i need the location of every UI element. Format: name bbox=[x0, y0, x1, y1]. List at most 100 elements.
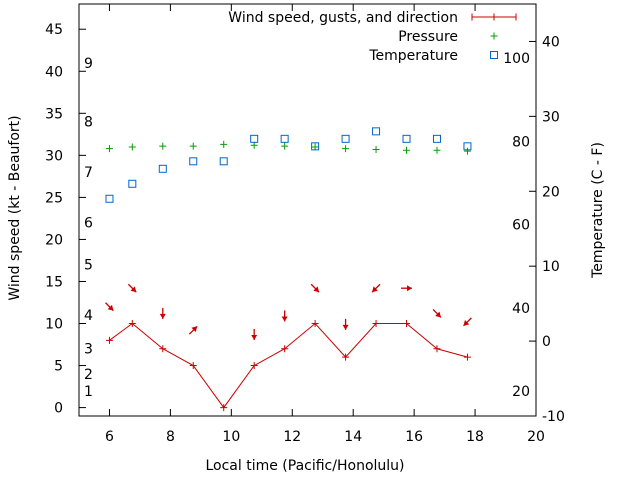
wind-point bbox=[372, 320, 380, 328]
legend-marker-temperature bbox=[490, 51, 498, 59]
wind-point bbox=[128, 320, 136, 328]
temperature-point bbox=[463, 142, 472, 151]
fahrenheit-label: 80 bbox=[512, 134, 530, 150]
x-tick-label: 20 bbox=[527, 429, 545, 445]
fahrenheit-label: 40 bbox=[512, 301, 530, 317]
y-tick-label-left: 0 bbox=[54, 401, 63, 417]
wind-direction-arrowhead bbox=[407, 285, 413, 292]
legend: Wind speed, gusts, and direction Pressure… bbox=[228, 10, 517, 64]
pressure-point bbox=[311, 143, 319, 151]
wind-direction-arrowhead bbox=[159, 313, 166, 319]
wind-direction-arrowhead bbox=[463, 320, 470, 326]
wind-direction-arrowhead bbox=[281, 316, 288, 322]
y-axis-label-left: Wind speed (kt - Beaufort) bbox=[7, 115, 23, 300]
temperature-point bbox=[250, 134, 259, 143]
wind-direction-arrowhead bbox=[313, 286, 320, 293]
fahrenheit-label: 100 bbox=[503, 51, 530, 67]
y-tick-label-right: -10 bbox=[542, 409, 565, 425]
axis-ticks: 6 8 10 12 14 16 18 2005101520253035404512345678… bbox=[45, 4, 565, 445]
x-axis-label: Local time (Pacific/Honolulu) bbox=[205, 458, 404, 474]
temperature-point bbox=[432, 134, 441, 143]
pressure-point bbox=[159, 142, 167, 150]
y-tick-label-right: 30 bbox=[542, 109, 560, 125]
pressure-point bbox=[128, 143, 136, 151]
y-tick-label-left: 30 bbox=[45, 148, 63, 164]
x-tick-label: 10 bbox=[222, 429, 240, 445]
x-tick-label: 8 bbox=[166, 429, 175, 445]
temperature-point bbox=[402, 134, 411, 143]
wind-point bbox=[189, 362, 197, 370]
temperature-point bbox=[189, 157, 198, 166]
temperature-point bbox=[311, 142, 320, 151]
temperature-point bbox=[128, 179, 137, 188]
legend-label: Pressure bbox=[398, 29, 458, 45]
x-tick-label: 6 bbox=[105, 429, 114, 445]
wind-point bbox=[403, 320, 411, 328]
beaufort-label: 7 bbox=[84, 165, 93, 181]
wind-point bbox=[342, 353, 350, 361]
pressure-point bbox=[189, 142, 197, 150]
temperature-point bbox=[280, 134, 289, 143]
wind-direction-arrowhead bbox=[372, 286, 378, 293]
beaufort-label: 6 bbox=[84, 216, 93, 232]
pressure-point bbox=[372, 145, 380, 153]
wind-direction-arrowhead bbox=[251, 334, 258, 340]
beaufort-label: 9 bbox=[84, 56, 93, 72]
legend-label: Temperature bbox=[368, 48, 458, 64]
y-tick-label-left: 25 bbox=[45, 190, 63, 206]
wind-direction-arrowhead bbox=[191, 326, 198, 333]
y-axis-label-right: Temperature (C - F) bbox=[590, 142, 606, 279]
beaufort-label: 3 bbox=[84, 342, 93, 358]
legend-label: Wind speed, gusts, and direction bbox=[228, 10, 458, 26]
wind-direction-arrowhead bbox=[342, 324, 349, 330]
legend-marker-pressure bbox=[490, 32, 498, 40]
y-tick-label-left: 20 bbox=[45, 232, 63, 248]
y-tick-label-right: 0 bbox=[542, 334, 551, 350]
y-tick-label-left: 40 bbox=[45, 64, 63, 80]
legend-marker-wind bbox=[471, 13, 517, 21]
wind-point bbox=[105, 336, 113, 344]
wind-direction-arrowhead bbox=[130, 286, 137, 293]
temperature-point bbox=[219, 157, 228, 166]
wind-point bbox=[433, 345, 441, 353]
beaufort-label: 2 bbox=[84, 367, 93, 383]
temperature-point bbox=[158, 164, 167, 173]
pressure-point bbox=[403, 146, 411, 154]
pressure-point bbox=[281, 142, 289, 150]
wind-point bbox=[311, 320, 319, 328]
x-tick-label: 16 bbox=[405, 429, 423, 445]
y-tick-label-left: 15 bbox=[45, 274, 63, 290]
beaufort-label: 5 bbox=[84, 258, 93, 274]
y-tick-label-right: 40 bbox=[542, 34, 560, 50]
pressure-point bbox=[105, 145, 113, 153]
y-tick-label-left: 35 bbox=[45, 106, 63, 122]
temperature-point bbox=[105, 194, 114, 203]
wind-point bbox=[281, 345, 289, 353]
y-tick-label-right: 10 bbox=[542, 259, 560, 275]
x-tick-label: 14 bbox=[344, 429, 362, 445]
plot-frame bbox=[78, 3, 537, 417]
wind-direction-arrowhead bbox=[435, 311, 441, 318]
temperature-point bbox=[372, 127, 381, 136]
wind-point bbox=[220, 404, 228, 412]
beaufort-label: 8 bbox=[84, 115, 93, 131]
fahrenheit-label: 20 bbox=[512, 384, 530, 400]
beaufort-label: 4 bbox=[84, 308, 93, 324]
pressure-point bbox=[433, 146, 441, 154]
fahrenheit-label: 60 bbox=[512, 218, 530, 234]
y-tick-label-left: 10 bbox=[45, 317, 63, 333]
x-tick-label: 12 bbox=[283, 429, 301, 445]
wind-point bbox=[250, 362, 258, 370]
y-tick-label-left: 45 bbox=[45, 22, 63, 38]
pressure-point bbox=[220, 140, 228, 148]
wind-direction-arrowhead bbox=[107, 304, 114, 311]
pressure-point bbox=[250, 141, 258, 149]
temperature-point bbox=[341, 134, 350, 143]
wind-point bbox=[463, 353, 471, 361]
wind-point bbox=[159, 345, 167, 353]
x-tick-label: 18 bbox=[466, 429, 484, 445]
y-tick-label-left: 5 bbox=[54, 359, 63, 375]
y-tick-label-right: 20 bbox=[542, 184, 560, 200]
wind-line bbox=[109, 322, 468, 409]
